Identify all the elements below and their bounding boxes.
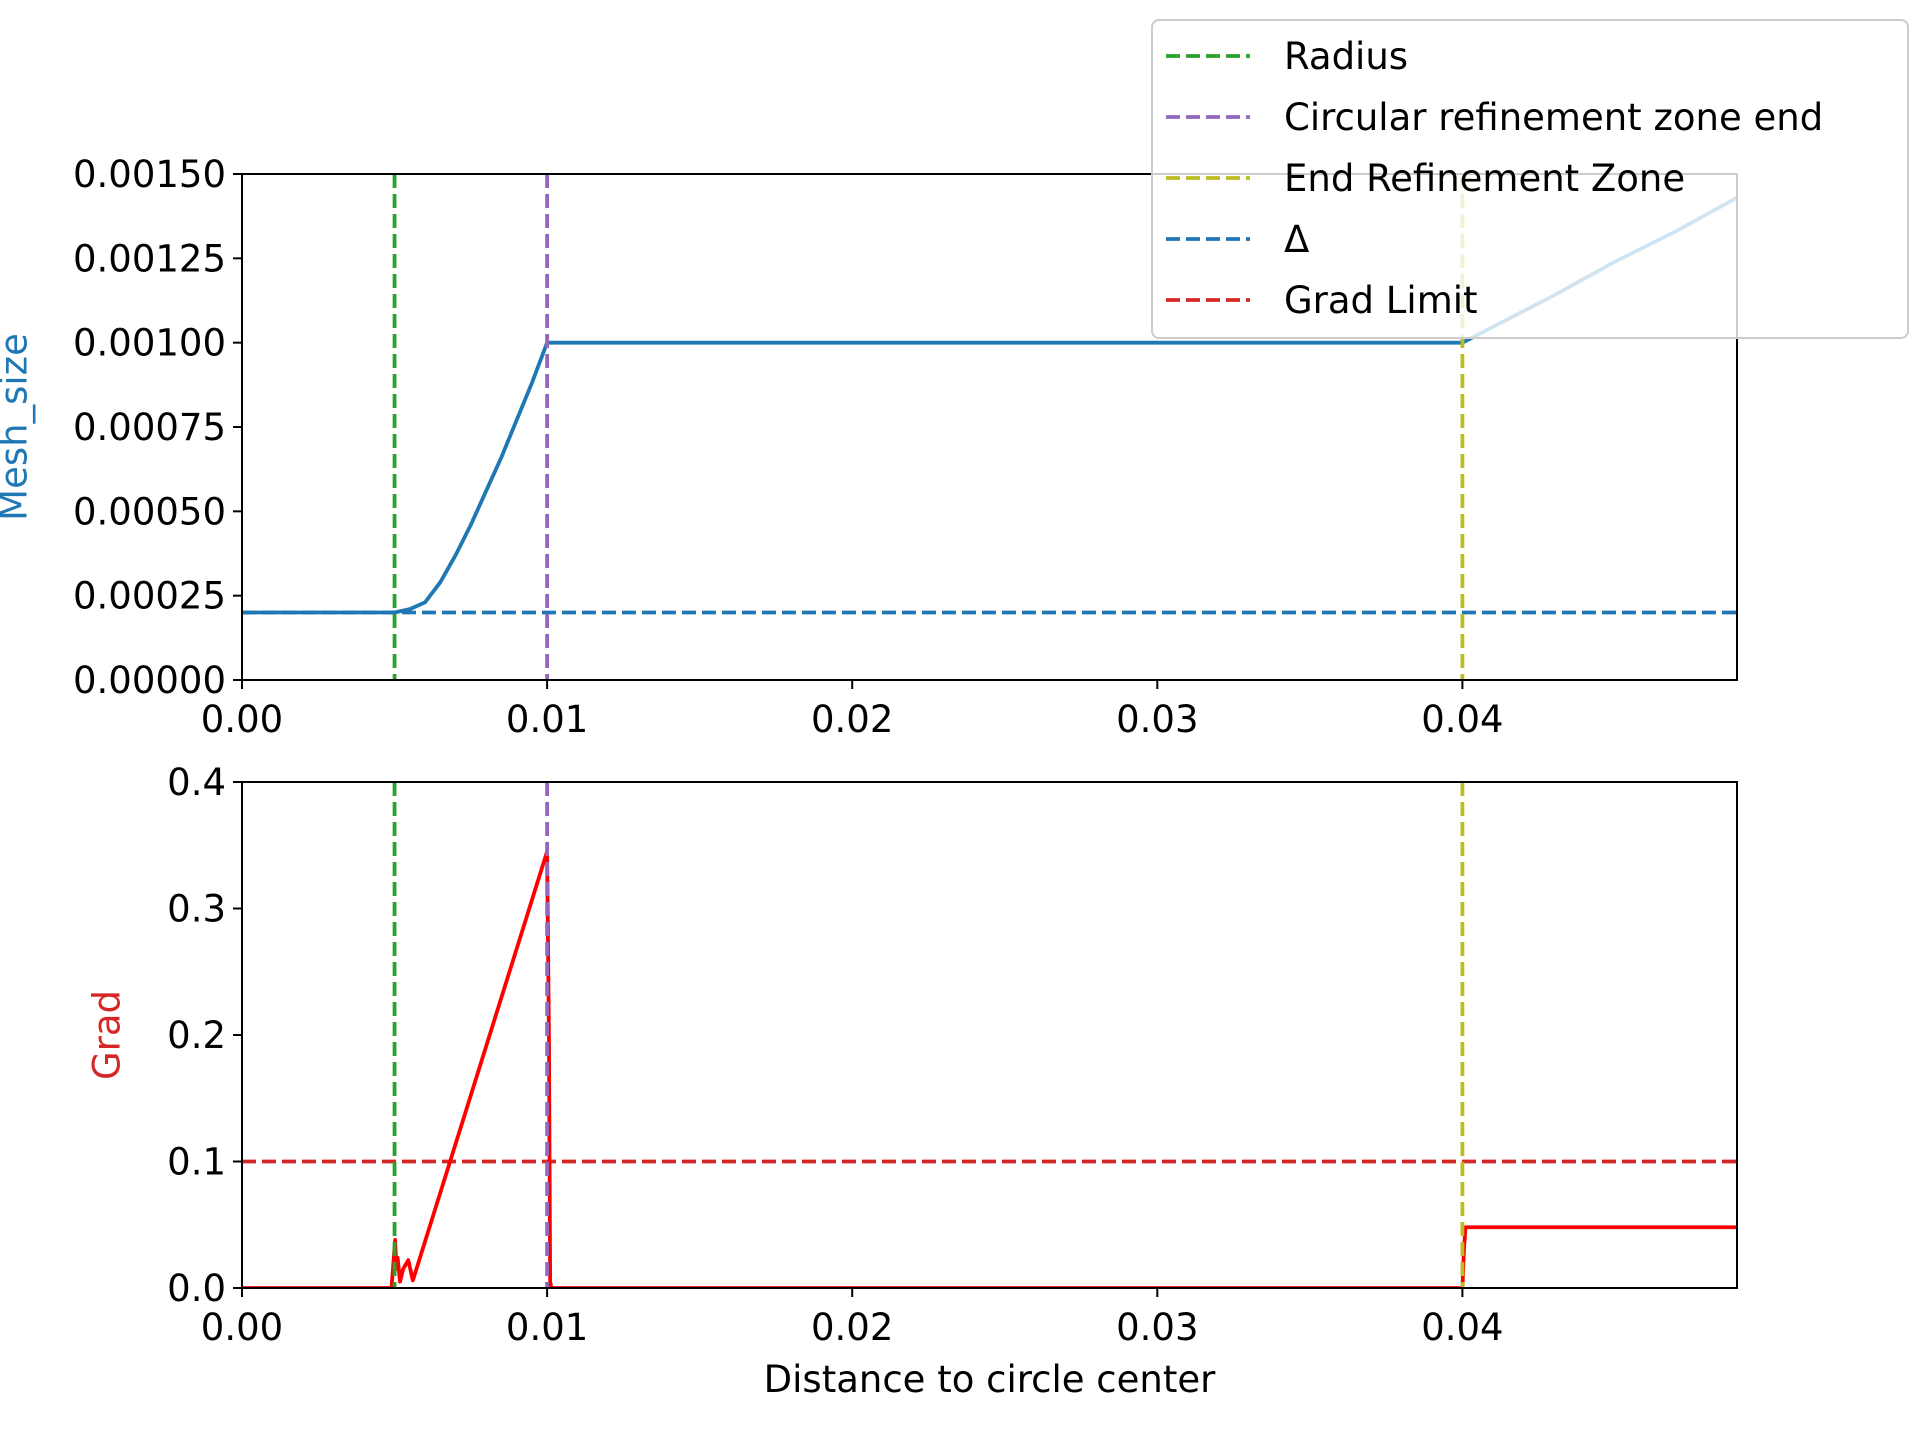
x-tick-label: 0.00 xyxy=(201,1306,283,1349)
grad-panel: 0.00 0.01 0.02 0.03 0.04 0.0 0.1 0.2 0.3 0.4 Grad D… xyxy=(86,761,1738,1401)
grad-axis-label: Grad xyxy=(86,990,129,1080)
y-tick-label: 0.4 xyxy=(167,761,226,804)
legend: Radius Circular refinement zone end End Re… xyxy=(1151,19,1909,339)
x-tick-label: 0.01 xyxy=(506,698,588,741)
mesh-size-axis-label: Mesh_size xyxy=(0,333,36,521)
legend-label: Δ xyxy=(1284,218,1309,261)
y-tick-label: 0.0 xyxy=(167,1267,226,1310)
x-tick-label: 0.03 xyxy=(1116,698,1198,741)
x-tick-label: 0.04 xyxy=(1421,1306,1503,1349)
y-tick-label: 0.1 xyxy=(167,1141,226,1184)
y-tick-label: 0.00075 xyxy=(73,406,226,449)
y-tick-label: 0.00025 xyxy=(73,575,226,618)
mesh-size-panel: 0.00 0.01 0.02 0.03 0.04 0.00000 0.00025 0.0005… xyxy=(0,153,1738,741)
x-tick-label: 0.04 xyxy=(1421,698,1503,741)
y-tick-label: 0.00100 xyxy=(73,322,226,365)
x-tick-label: 0.02 xyxy=(811,698,893,741)
legend-label: End Refinement Zone xyxy=(1284,157,1685,200)
y-tick-label: 0.2 xyxy=(167,1014,226,1057)
x-tick-label: 0.00 xyxy=(201,698,283,741)
y-tick-label: 0.00050 xyxy=(73,490,226,533)
y-tick-label: 0.3 xyxy=(167,888,226,931)
y-tick-label: 0.00150 xyxy=(73,153,226,196)
legend-label: Radius xyxy=(1284,35,1408,78)
y-tick-label: 0.00000 xyxy=(73,659,226,702)
legend-label: Circular refinement zone end xyxy=(1284,96,1823,139)
legend-label: Grad Limit xyxy=(1284,279,1478,322)
x-tick-label: 0.03 xyxy=(1116,1306,1198,1349)
x-axis-label: Distance to circle center xyxy=(764,1358,1216,1401)
y-tick-label: 0.00125 xyxy=(73,237,226,280)
x-tick-label: 0.02 xyxy=(811,1306,893,1349)
plot-area xyxy=(242,782,1737,1288)
x-tick-label: 0.01 xyxy=(506,1306,588,1349)
legend-box xyxy=(1151,19,1909,339)
